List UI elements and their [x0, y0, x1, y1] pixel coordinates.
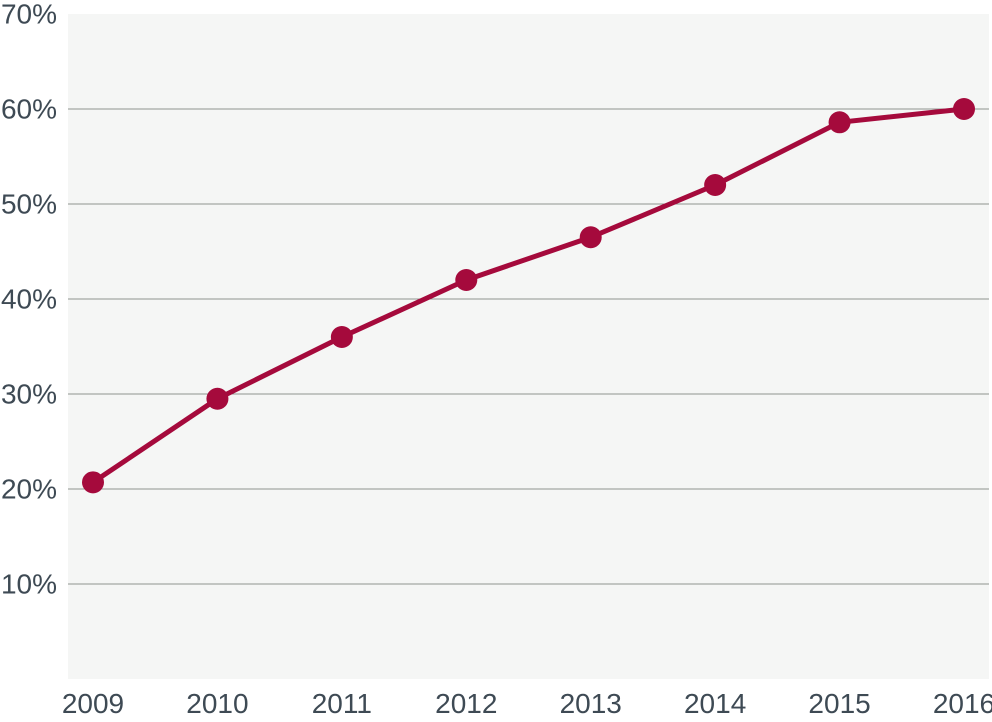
x-axis-tick-label: 2011 — [312, 688, 372, 719]
data-point-2014 — [704, 174, 727, 196]
y-axis-tick-label: 30% — [1, 379, 57, 410]
x-axis-tick-label: 2012 — [435, 688, 497, 719]
data-point-2011 — [330, 326, 353, 348]
x-axis-tick-label: 2013 — [560, 688, 622, 719]
x-axis-tick-label: 2015 — [808, 688, 870, 719]
y-axis-tick-label: 20% — [1, 474, 57, 505]
data-point-2015 — [828, 111, 851, 134]
x-axis-tick-label: 2014 — [684, 688, 746, 719]
y-axis-tick-label: 10% — [1, 569, 57, 600]
y-axis-tick-label: 40% — [1, 284, 57, 315]
data-point-2012 — [455, 269, 478, 291]
y-axis-tick-label: 60% — [1, 94, 57, 125]
y-axis-tick-label: 50% — [1, 189, 57, 220]
data-point-2010 — [206, 387, 229, 410]
data-point-2016 — [953, 98, 975, 120]
x-axis-tick-label: 2010 — [186, 688, 248, 719]
y-axis-tick-label: 70% — [1, 0, 57, 30]
data-point-2013 — [579, 226, 602, 249]
x-axis-tick-label: 2009 — [62, 688, 124, 719]
data-point-2009 — [82, 471, 104, 494]
plot-area — [68, 14, 989, 679]
trend-line — [90, 106, 967, 485]
x-axis-tick-label: 2016 — [933, 688, 992, 719]
